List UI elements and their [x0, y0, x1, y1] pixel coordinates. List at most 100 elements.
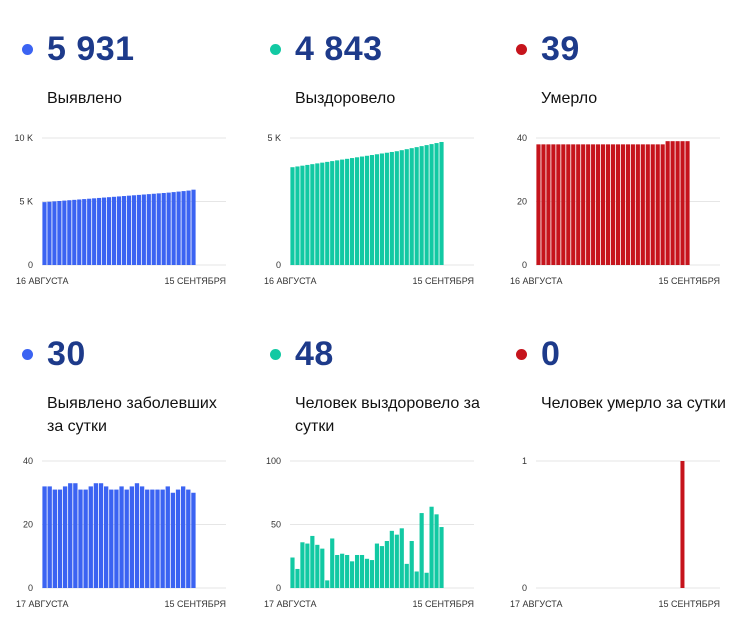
y-tick-label: 20 — [517, 197, 527, 207]
recovered-label: Выздоровело — [295, 90, 396, 107]
died-daily-chart: 0 1 17 АВГУСТА 15 СЕНТЯБРЯ — [510, 456, 720, 609]
bar — [52, 489, 57, 588]
bar — [536, 144, 541, 265]
bar — [295, 166, 300, 265]
bar — [141, 194, 146, 265]
recovered-daily-dot-icon — [270, 349, 281, 360]
bar — [131, 195, 136, 265]
x-start-label: 17 АВГУСТА — [264, 599, 317, 609]
bar — [151, 193, 156, 265]
bar — [354, 157, 360, 265]
bar — [57, 489, 63, 588]
x-end-label: 15 СЕНТЯБРЯ — [412, 276, 474, 286]
bar — [186, 190, 191, 265]
bar — [424, 572, 429, 588]
bar — [561, 144, 566, 265]
bar — [111, 196, 117, 265]
bar — [680, 141, 685, 265]
bar — [165, 486, 170, 588]
bar — [650, 144, 655, 265]
y-tick-label: 0 — [522, 583, 527, 593]
bar — [439, 141, 444, 265]
bar — [434, 143, 439, 265]
bar — [156, 193, 161, 265]
bar — [78, 489, 83, 588]
bar — [345, 158, 350, 265]
y-tick-label: 40 — [23, 456, 33, 466]
bar — [439, 527, 444, 588]
bar — [404, 149, 409, 265]
bar — [170, 492, 176, 588]
bar — [315, 544, 320, 588]
bar — [434, 514, 439, 588]
y-tick-label: 0 — [28, 260, 33, 270]
bar — [62, 486, 68, 588]
bar — [161, 192, 166, 265]
bar — [47, 201, 52, 265]
x-start-label: 17 АВГУСТА — [510, 599, 563, 609]
y-tick-label: 0 — [276, 583, 281, 593]
y-tick-label: 0 — [522, 260, 527, 270]
x-start-label: 16 АВГУСТА — [510, 276, 563, 286]
y-tick-label: 10 K — [14, 133, 33, 143]
x-start-label: 16 АВГУСТА — [16, 276, 69, 286]
bar — [171, 192, 176, 265]
panel-recovered-daily: 48 Человек выздоровело за сутки 0 50 100 17… — [248, 305, 480, 615]
bar — [404, 563, 409, 588]
bar — [394, 151, 399, 265]
bar — [541, 144, 546, 265]
bar — [73, 483, 78, 588]
bar — [139, 486, 145, 588]
x-end-label: 15 СЕНТЯБРЯ — [658, 599, 720, 609]
x-end-label: 15 СЕНТЯБРЯ — [164, 599, 226, 609]
died-chart: 0 20 40 16 АВГУСТА 15 СЕНТЯБРЯ — [510, 133, 720, 286]
bar — [325, 580, 330, 588]
detected-daily-value: 30 — [47, 335, 86, 373]
bar — [62, 200, 67, 265]
bar — [72, 199, 77, 265]
bar — [399, 150, 404, 265]
bar — [155, 489, 160, 588]
bar — [379, 153, 384, 265]
bar — [429, 144, 434, 265]
bar — [305, 543, 310, 588]
recovered-daily-label: Человек выздоровело за сутки — [295, 395, 480, 435]
detected-daily-dot-icon — [22, 349, 33, 360]
bar — [625, 144, 630, 265]
bar — [566, 144, 571, 265]
bar — [379, 546, 384, 588]
bar — [93, 483, 99, 588]
bar — [645, 144, 650, 265]
bar — [675, 141, 680, 265]
y-tick-label: 5 K — [267, 133, 281, 143]
recovered-dot-icon — [270, 44, 281, 55]
bar — [116, 196, 122, 265]
bar — [175, 489, 181, 588]
recovered-daily-chart: 0 50 100 17 АВГУСТА 15 СЕНТЯБРЯ — [264, 456, 474, 609]
bar — [369, 155, 375, 265]
bar — [121, 196, 127, 265]
bar — [655, 144, 660, 265]
bar — [335, 160, 340, 265]
bar — [419, 513, 424, 588]
bar — [640, 144, 645, 265]
bar — [166, 192, 171, 265]
bar — [409, 541, 414, 588]
bar — [546, 144, 551, 265]
bar — [106, 197, 112, 265]
bar — [354, 554, 360, 588]
bar — [320, 548, 325, 588]
bar — [146, 194, 151, 265]
bar — [310, 535, 315, 588]
bar — [350, 561, 355, 588]
bar — [384, 152, 389, 265]
x-start-label: 16 АВГУСТА — [264, 276, 317, 286]
bar — [399, 528, 404, 588]
bar — [409, 148, 414, 265]
bar — [87, 198, 92, 265]
bar — [685, 141, 690, 265]
panel-detected-daily: 30 Выявлено заболевших за сутки 0 20 40 17 … — [0, 305, 230, 615]
bar — [600, 144, 606, 265]
bar — [186, 489, 191, 588]
panel-recovered: 4 843 Выздоровело 0 5 K 16 АВГУСТА 15 СЕНТЯ… — [248, 0, 478, 310]
